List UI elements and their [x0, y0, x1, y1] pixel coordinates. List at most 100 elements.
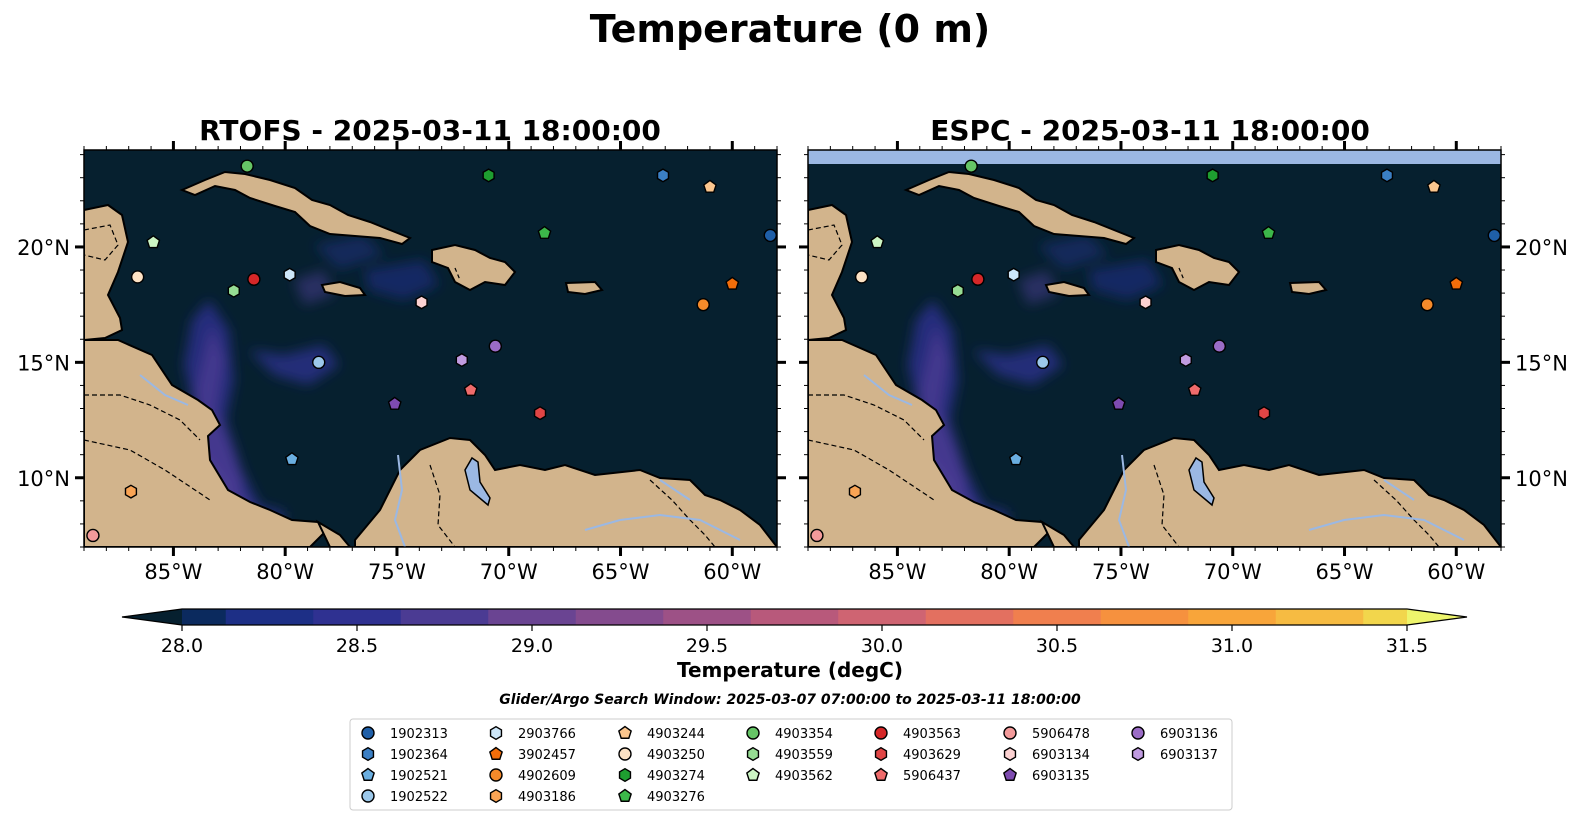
legend-label: 4902609 [518, 769, 576, 784]
platform-marker-3902457 [725, 276, 740, 290]
platform-marker-6903136 [488, 339, 503, 353]
platform-marker-5906437 [463, 382, 478, 396]
legend-item-5906437: 5906437 [874, 767, 961, 784]
platform-marker-4903244 [1426, 179, 1441, 193]
legend-marker-4903559 [746, 746, 760, 762]
y-tick-label: 15°N [17, 351, 70, 375]
legend-item-4903629: 4903629 [874, 746, 961, 763]
platform-legend: 1902313 1902364 1902521 1902522 2903766 39024… [349, 718, 1233, 811]
legend-item-2903766: 2903766 [489, 725, 576, 742]
legend-item-1902364: 1902364 [361, 746, 448, 763]
colorbar-tick-label: 30.5 [1036, 635, 1078, 657]
legend-marker-6903134 [1003, 746, 1017, 762]
x-tick-label: 75°W [368, 560, 426, 584]
x-tick-label: 70°W [480, 560, 538, 584]
x-tick-label: 85°W [144, 560, 202, 584]
axis-ticks-espc: 85°W 80°W 75°W 70°W 65°W 60°W 20°N 15°N 10°N [799, 141, 1568, 584]
legend-item-4903559: 4903559 [746, 746, 833, 763]
legend-label: 4903563 [903, 727, 961, 742]
axes-frame [807, 149, 1502, 548]
platform-marker-2903766 [1007, 267, 1020, 282]
legend-item-4903276: 4903276 [618, 788, 705, 805]
platform-marker-2903766 [283, 267, 296, 282]
legend-marker-4903354 [746, 726, 760, 740]
legend-marker-1902522 [361, 789, 375, 803]
platform-marker-6903137 [455, 352, 468, 368]
legend-item-4903250: 4903250 [618, 747, 705, 763]
panel-title-rtofs: RTOFS - 2025-03-11 18:00:00 [199, 114, 661, 147]
legend-label: 3902457 [518, 748, 576, 763]
land-masses [84, 170, 777, 547]
colorbar-segment [1275, 609, 1364, 625]
colorbar-segment [1188, 609, 1277, 625]
legend-marker-6903135 [1003, 767, 1017, 781]
platform-marker-4903276 [1261, 225, 1276, 240]
legend-marker-1902313 [361, 726, 375, 740]
legend-marker-4903629 [874, 746, 888, 762]
platform-marker-4903562 [146, 234, 161, 249]
legend-label: 4903559 [775, 748, 833, 763]
legend-marker-4903274 [618, 767, 632, 783]
x-tick-label: 80°W [980, 560, 1038, 584]
platform-marker-4903274 [1206, 168, 1219, 183]
legend-marker-4902609 [489, 768, 503, 782]
border [84, 224, 119, 261]
legend-item-4903354: 4903354 [746, 726, 833, 742]
map-panel-rtofs: RTOFS - 2025-03-11 18:00:00 [17, 114, 786, 584]
colorbar-segment [575, 609, 664, 625]
land-masses [808, 170, 1501, 547]
legend-marker-5906478 [1003, 726, 1017, 740]
y-tick-label: 20°N [1515, 236, 1568, 260]
platform-marker-1902313 [1487, 228, 1501, 243]
platform-marker-4903629 [1257, 406, 1271, 421]
platform-marker-1902521 [1008, 451, 1023, 466]
colorbar-segment [838, 609, 927, 625]
legend-label: 4903244 [647, 727, 705, 742]
platform-marker-4903274 [482, 168, 495, 183]
colorbar-tick-label: 29.5 [686, 635, 728, 657]
platform-marker-1902522 [1036, 355, 1050, 370]
platform-marker-6903136 [1212, 339, 1227, 353]
legend-item-1902521: 1902521 [361, 767, 448, 784]
legend-item-4903562: 4903562 [746, 767, 833, 784]
colorbar-tick-label: 28.0 [161, 635, 203, 657]
colorbar-segment [182, 609, 227, 625]
platform-marker-4903629 [533, 406, 547, 421]
legend-item-1902522: 1902522 [361, 789, 448, 805]
x-tick-label: 80°W [256, 560, 314, 584]
legend-label: 4903562 [775, 769, 833, 784]
colorbar-segment [1363, 609, 1408, 625]
x-tick-label: 60°W [1427, 560, 1485, 584]
legend-item-5906478: 5906478 [1003, 726, 1090, 742]
legend-label: 1902522 [390, 790, 448, 805]
legend-marker-5906437 [874, 767, 888, 781]
y-tick-label: 20°N [17, 236, 70, 260]
legend-marker-4903276 [618, 788, 632, 802]
legend-marker-4903250 [618, 747, 632, 761]
colorbar-segment [488, 609, 577, 625]
legend-marker-4903563 [874, 726, 888, 740]
legend-label: 4903186 [518, 790, 576, 805]
axis-ticks-rtofs: 85°W 80°W 75°W 70°W 65°W 60°W 10°N 15°N 20°N [17, 141, 786, 584]
colorbar-segment [925, 609, 1014, 625]
river [139, 374, 189, 406]
lake [1188, 456, 1215, 507]
legend-label: 6903134 [1032, 748, 1090, 763]
legend-box [349, 718, 1233, 811]
search-window-text: Glider/Argo Search Window: 2025-03-07 07… [499, 692, 1081, 708]
platform-marker-1902522 [312, 355, 326, 370]
platform-marker-4903354 [964, 159, 978, 173]
legend-label: 4903274 [647, 769, 705, 784]
platform-marker-6903135 [387, 396, 402, 410]
colorbar: 28.0 28.5 29.0 29.5 30.0 30.5 31.0 31.5 Tempera… [121, 608, 1468, 682]
y-tick-label: 15°N [1515, 351, 1568, 375]
legend-marker-3902457 [489, 746, 503, 760]
colorbar-ticks: 28.0 28.5 29.0 29.5 30.0 30.5 31.0 31.5 [161, 625, 1428, 657]
legend-label: 1902313 [390, 727, 448, 742]
legend-marker-4903562 [746, 767, 760, 781]
legend-label: 2903766 [518, 727, 576, 742]
x-tick-label: 85°W [868, 560, 926, 584]
legend-label: 5906437 [903, 769, 961, 784]
legend-label: 1902364 [390, 748, 448, 763]
